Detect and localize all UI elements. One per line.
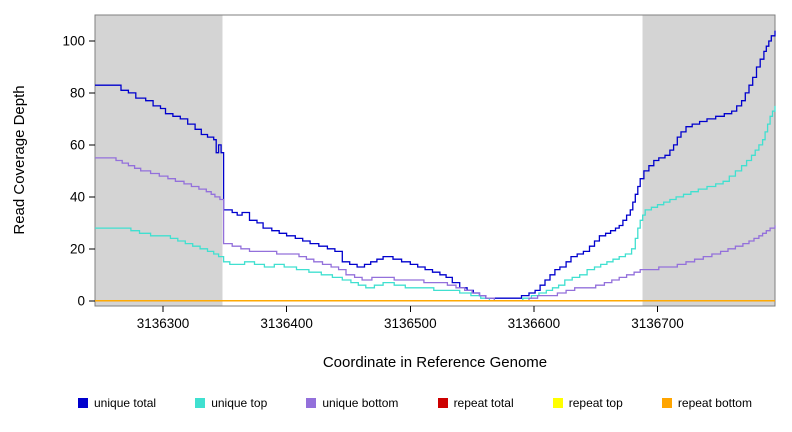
legend-label: repeat top — [568, 396, 623, 410]
legend-label: repeat bottom — [677, 396, 752, 410]
legend-item-repeat-bottom: repeat bottom — [661, 396, 752, 410]
y-tick-label: 80 — [70, 85, 85, 100]
x-tick-label: 3136600 — [508, 316, 561, 331]
series-unique-top — [95, 105, 776, 302]
x-tick-label: 3136700 — [631, 316, 684, 331]
y-tick-label: 20 — [70, 241, 85, 256]
x-axis-label: Coordinate in Reference Genome — [322, 354, 548, 371]
legend-swatch-icon — [306, 398, 317, 408]
shaded-region — [95, 15, 223, 306]
legend-item-repeat-top: repeat top — [552, 396, 623, 410]
legend-label: unique top — [211, 396, 268, 410]
legend: unique total unique top unique bottom repea… — [78, 396, 752, 410]
x-tick-label: 3136300 — [137, 316, 190, 331]
series-unique-bottom — [95, 157, 776, 302]
y-tick-label: 0 — [77, 293, 85, 308]
legend-label: repeat total — [453, 396, 514, 410]
legend-swatch-icon — [437, 398, 448, 408]
legend-item-unique-bottom: unique bottom — [306, 396, 398, 410]
y-tick-label: 100 — [62, 34, 85, 49]
legend-item-unique-top: unique top — [195, 396, 267, 410]
legend-item-unique-total: unique total — [78, 396, 156, 410]
x-tick-label: 3136400 — [260, 316, 313, 331]
legend-label: unique total — [94, 396, 157, 410]
legend-swatch-icon — [552, 398, 563, 408]
legend-swatch-icon — [195, 398, 206, 408]
legend-swatch-icon — [78, 398, 88, 408]
plot-border — [94, 14, 776, 307]
shaded-region — [642, 15, 775, 306]
legend-label: unique bottom — [322, 396, 399, 410]
y-tick-label: 60 — [70, 137, 85, 152]
x-tick-label: 3136500 — [384, 316, 437, 331]
legend-item-repeat-total: repeat total — [437, 396, 514, 410]
y-tick-label: 40 — [70, 189, 85, 204]
legend-swatch-icon — [661, 398, 672, 408]
y-axis-label: Read Coverage Depth — [11, 85, 28, 235]
